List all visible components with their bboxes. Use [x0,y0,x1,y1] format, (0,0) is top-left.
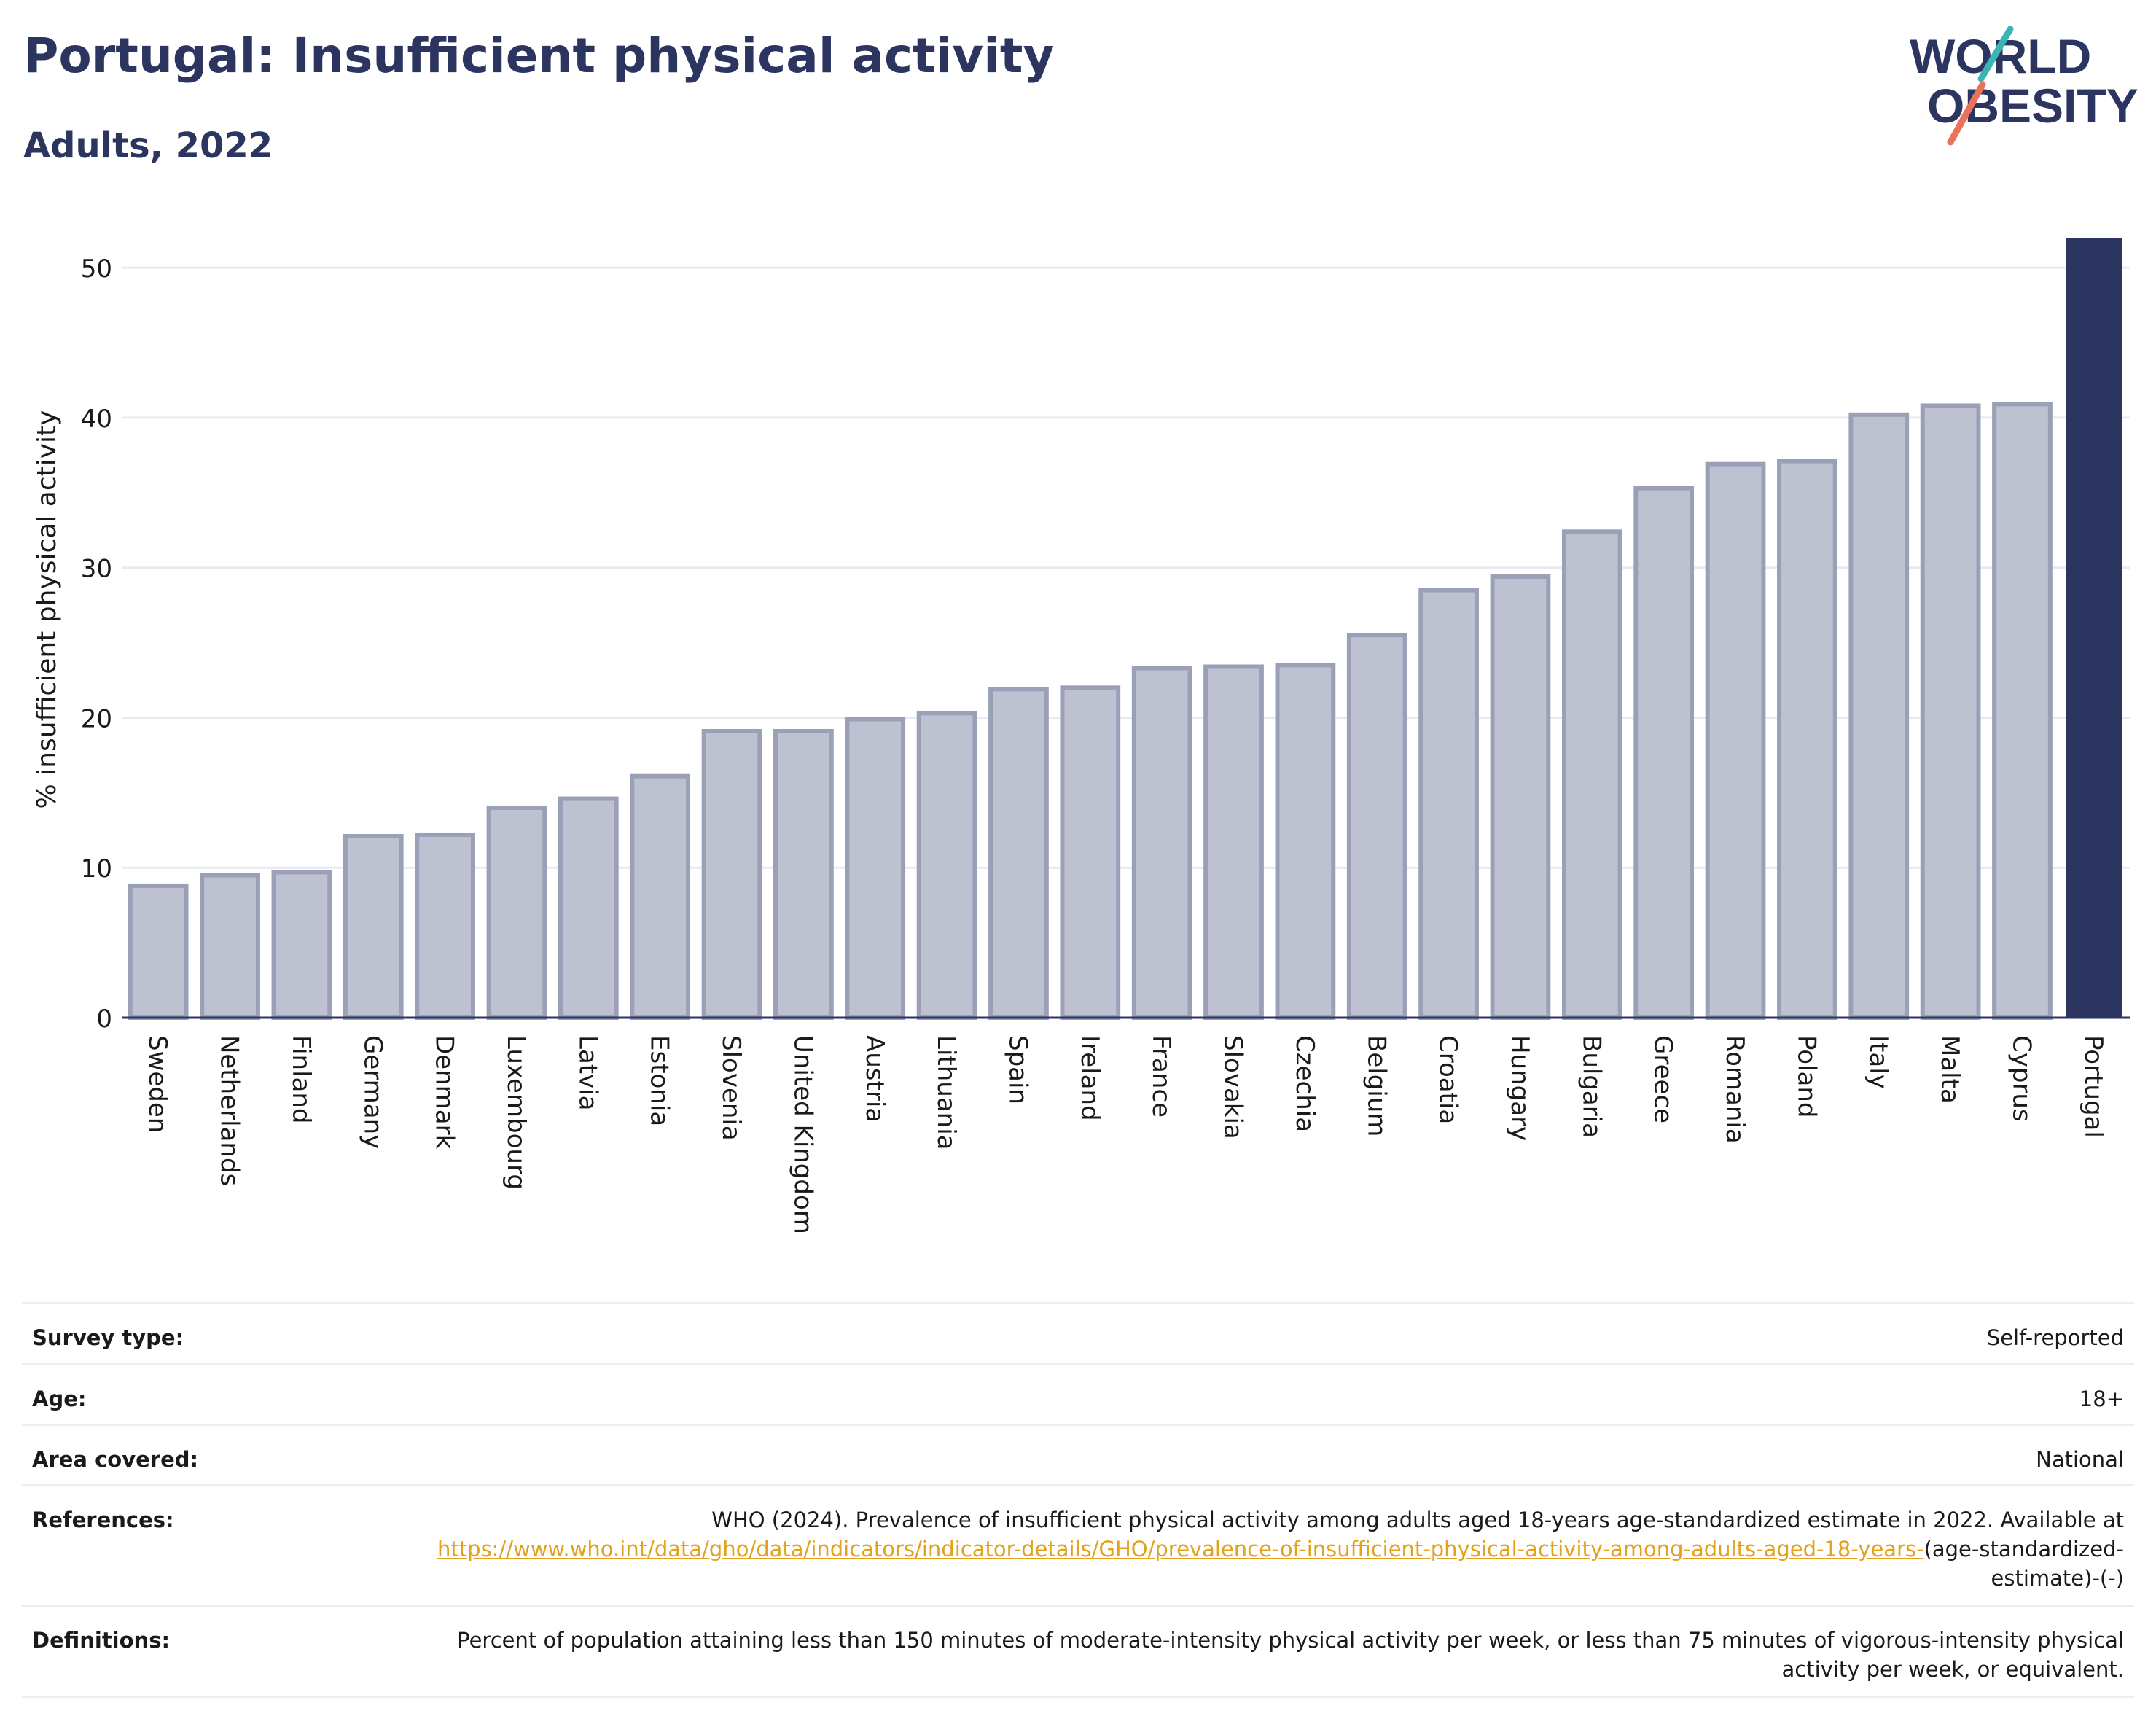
y-tick-label: 40 [81,405,112,434]
bar-chart: 0 10 20 30 40 50 Sweden Netherlands Finland Germa… [32,238,2130,1234]
bar-bulgaria [1561,529,1622,1020]
x-tick-label: Spain [1003,1035,1032,1104]
x-tick-label: Germany [358,1035,387,1149]
info-row-survey-type: Survey type: Self-reported [22,1304,2134,1365]
bar-ireland [1060,685,1121,1020]
bar-belgium [1346,633,1407,1020]
y-tick-label: 10 [81,854,112,884]
bar-netherlands [200,873,260,1020]
references-text: WHO (2024). Prevalence of insufficient p… [711,1508,2124,1532]
info-row-area-covered: Area covered: National [22,1426,2134,1486]
x-tick-label: Luxembourg [501,1035,531,1190]
x-tick-label: Estonia [645,1035,674,1126]
x-tick-label: Greece [1649,1035,1678,1123]
bar-latvia [558,796,619,1020]
definitions-value: Percent of population attaining less tha… [457,1628,2124,1682]
area-covered-value: National [2036,1447,2124,1472]
x-tick-label: France [1147,1035,1176,1118]
y-tick-label: 0 [96,1005,112,1034]
x-tick-label: Malta [1935,1035,1964,1104]
bar-greece [1633,486,1695,1020]
references-label: References: [32,1508,174,1532]
bar-estonia [630,773,691,1020]
x-tick-label: Czechia [1290,1035,1319,1132]
x-tick-label: Portugal [2079,1035,2108,1138]
y-tick-label: 50 [81,254,112,284]
bar-germany [343,834,404,1020]
x-tick-label: Cyprus [2007,1035,2036,1122]
bar-finland [271,870,332,1021]
x-tick-label: Slovenia [716,1035,746,1141]
bar-slovakia [1203,664,1264,1020]
bar-romania [1705,461,1766,1020]
x-tick-label: Netherlands [215,1035,244,1186]
bar-lithuania [916,711,977,1020]
references-link[interactable]: https://www.who.int/data/gho/data/indica… [437,1537,1924,1562]
logo-slash-coral [1947,81,1986,146]
info-table: Survey type: Self-reported Age: 18+ Area… [22,1302,2134,1698]
x-tick-label: Lithuania [931,1035,961,1150]
bar-slovenia [701,728,762,1020]
age-value: 18+ [2079,1387,2124,1411]
definitions-label: Definitions: [32,1628,171,1653]
survey-type-label: Survey type: [32,1325,184,1350]
x-tick-label: Slovakia [1219,1035,1248,1139]
x-tick-label: Belgium [1362,1035,1391,1136]
x-tick-label: Austria [860,1035,889,1123]
y-axis-label: % insufficient physical activity [32,410,62,809]
bar-cyprus [1992,402,2053,1020]
x-tick-label: Croatia [1434,1035,1463,1124]
x-tick-label: Sweden [143,1035,172,1133]
page-subtitle: Adults, 2022 [23,125,273,166]
x-tick-label: Finland [286,1035,316,1124]
bar-czechia [1275,663,1336,1020]
bar-poland [1777,459,1837,1021]
world-obesity-logo: WORLD OBESITY [1910,26,2139,146]
info-row-definitions: Definitions: Percent of population attai… [22,1607,2134,1698]
bar-hungary [1490,574,1551,1020]
info-row-references: References: WHO (2024). Prevalence of in… [22,1486,2134,1607]
x-tick-label: Romania [1720,1035,1749,1144]
page-title: Portugal: Insufficient physical activity [23,28,1055,84]
x-tick-label: Hungary [1505,1035,1534,1141]
y-tick-label: 20 [81,704,112,733]
bar-italy [1848,412,1910,1020]
info-row-age: Age: 18+ [22,1365,2134,1426]
bar-united-kingdom [773,728,834,1020]
references-suffix: (age-standardized-estimate)-(-) [1923,1537,2124,1591]
x-tick-label: Bulgaria [1577,1035,1606,1138]
area-covered-label: Area covered: [32,1447,199,1472]
bar-portugal [2066,238,2122,1018]
age-label: Age: [32,1387,87,1411]
bar-denmark [415,832,475,1021]
y-tick-label: 30 [81,555,112,584]
bar-austria [845,717,906,1020]
bar-luxembourg [486,805,547,1021]
survey-type-value: Self-reported [1986,1325,2124,1350]
x-tick-label: Latvia [573,1035,602,1111]
references-value: WHO (2024). Prevalence of insufficient p… [411,1505,2124,1593]
logo-line-world: WORLD [1910,29,2091,83]
logo-slash-teal [1977,26,2014,82]
bar-croatia [1418,588,1479,1020]
bar-sweden [128,883,189,1021]
x-tick-label: Ireland [1075,1035,1104,1121]
x-tick-label: Denmark [430,1035,459,1150]
x-tick-label: Poland [1792,1035,1821,1118]
bar-spain [988,687,1049,1020]
bar-malta [1920,403,1981,1020]
x-tick-label: United Kingdom [788,1035,817,1234]
bar-france [1131,666,1192,1020]
x-tick-label: Italy [1864,1035,1893,1089]
